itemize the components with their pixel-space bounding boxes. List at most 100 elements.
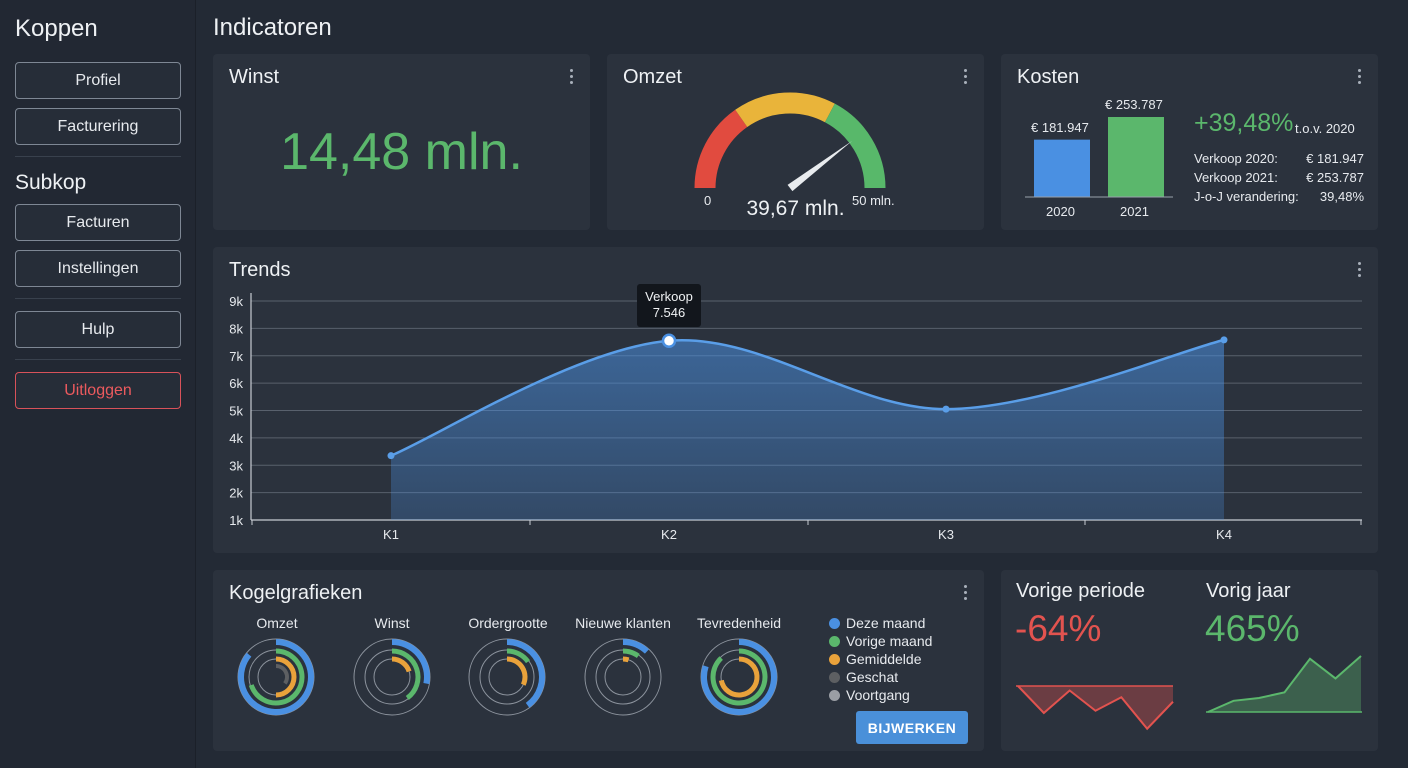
legend-dot [829, 672, 840, 683]
kosten-row: Verkoop 2021: € 253.787 [1194, 170, 1364, 185]
instellingen-button[interactable]: Instellingen [15, 250, 181, 287]
kosten-bar-value-2021: € 253.787 [1105, 97, 1163, 112]
gauge-max-label: 50 mln. [852, 193, 895, 208]
x-tick-label: K2 [661, 527, 677, 542]
legend-label: Geschat [846, 669, 899, 685]
trends-title: Trends [229, 259, 291, 281]
more-options-icon[interactable] [1352, 68, 1366, 86]
sidebar-divider [15, 156, 181, 157]
y-tick-label: 5k [229, 404, 243, 419]
vorig-jaar-sparkline-area [1208, 656, 1361, 712]
update-button[interactable]: BIJWERKEN [856, 711, 968, 744]
vorig-jaar-value: 465% [1205, 608, 1300, 649]
y-tick-label: 1k [229, 513, 243, 528]
kosten-row-value: € 181.947 [1306, 151, 1364, 166]
page-title: Indicatoren [213, 14, 332, 41]
bullet-arc-gemiddelde [275, 656, 297, 698]
omzet-gauge [694, 92, 886, 192]
kosten-change: +39,48% [1194, 109, 1294, 137]
more-options-icon[interactable] [564, 68, 578, 86]
sidebar-divider [15, 298, 181, 299]
kosten-row-label: Verkoop 2021: [1194, 170, 1278, 185]
y-tick-label: 6k [229, 376, 243, 391]
legend-label: Gemiddelde [846, 651, 922, 667]
legend-dot [829, 690, 840, 701]
legend-item: Geschat [829, 669, 898, 685]
kosten-bar-year-2021: 2021 [1120, 204, 1149, 219]
vorige-periode-sparkline-area [1018, 686, 1173, 729]
bullet-arc-gemiddelde [506, 656, 528, 686]
trend-point[interactable] [942, 405, 950, 413]
kosten-compare: t.o.v. 2020 [1295, 121, 1355, 136]
kosten-bar-2020 [1034, 139, 1090, 197]
y-tick-label: 2k [229, 486, 243, 501]
kosten-bar-value-2020: € 181.947 [1031, 119, 1089, 135]
x-tick-label: K3 [938, 527, 954, 542]
y-tick-label: 8k [229, 321, 243, 336]
vorige-periode-sparkline [1017, 685, 1174, 731]
bullet-arc-deze-maand [622, 639, 650, 654]
bullet-arc-vorige-maand [710, 648, 768, 706]
profiel-button[interactable]: Profiel [15, 62, 181, 99]
bullet-arc-geschat [275, 664, 289, 685]
y-tick-label: 3k [229, 458, 243, 473]
sidebar: Koppen Profiel Facturering Subkop Factur… [0, 0, 196, 768]
winst-card: Winst 14,48 mln. [213, 54, 590, 230]
y-tick-label: 4k [229, 431, 243, 446]
periodes-card: Vorige periode -64% Vorig jaar 465% [1001, 570, 1378, 751]
winst-title: Winst [229, 66, 279, 88]
facturen-button[interactable]: Facturen [15, 204, 181, 241]
tooltip-value: 7.546 [652, 305, 686, 320]
legend-item: Gemiddelde [829, 651, 922, 667]
vorige-periode-title: Vorige periode [1016, 580, 1145, 602]
kosten-title: Kosten [1017, 66, 1080, 88]
hulp-button[interactable]: Hulp [15, 311, 181, 348]
trend-point[interactable] [1220, 336, 1228, 344]
legend-label: Voortgang [846, 687, 910, 703]
bullet-label-ordergrootte: Ordergrootte [468, 615, 548, 631]
x-tick-label: K4 [1216, 527, 1232, 542]
gauge-segment-high [824, 103, 886, 189]
kosten-row-value: 39,48% [1319, 189, 1364, 204]
trend-tooltip: Verkoop 7.546 [637, 284, 701, 327]
sidebar-divider [15, 359, 181, 360]
trend-point[interactable] [387, 452, 395, 460]
trend-line [390, 338, 1225, 457]
omzet-card: Omzet 0 50 mln. 39,67 mln. [607, 54, 984, 230]
trend-point-highlight[interactable] [661, 333, 677, 349]
more-options-icon[interactable] [958, 584, 972, 602]
legend-item: Voortgang [829, 687, 910, 703]
more-options-icon[interactable] [958, 68, 972, 86]
trends-chart: 1k 2k 3k 4k 5k 6k 7k 8k 9k K1 K2 K3 K4 [229, 293, 1362, 542]
facturering-button[interactable]: Facturering [15, 108, 181, 145]
legend-item: Vorige maand [829, 633, 932, 649]
legend-dot [829, 654, 840, 665]
kosten-row-value: € 253.787 [1306, 170, 1364, 185]
bullet-arc-vorige-maand [506, 648, 531, 664]
gauge-min-label: 0 [704, 193, 712, 208]
legend-label: Deze maand [846, 615, 926, 631]
bullet-arc-vorige-maand [391, 648, 421, 701]
kogelgrafieken-title: Kogelgrafieken [229, 582, 363, 604]
legend-label: Vorige maand [846, 633, 933, 649]
bullet-label-nieuwe-klanten: Nieuwe klanten [575, 615, 671, 631]
winst-value: 14,48 mln. [280, 123, 523, 181]
sidebar-subtitle: Subkop [15, 171, 87, 194]
vorig-jaar-sparkline [1207, 655, 1362, 713]
kosten-bar-year-2020: 2020 [1046, 204, 1075, 219]
bullet-arc-gemiddelde [391, 656, 412, 673]
bullet-arc-deze-maand [506, 639, 545, 708]
gauge-needle [787, 140, 853, 192]
kosten-card: Kosten € 181.947 € 253.787 2020 2021 +39… [1001, 54, 1378, 230]
kosten-row-label: J-o-J verandering: [1194, 189, 1299, 204]
y-tick-label: 9k [229, 294, 243, 309]
gauge-segment-mid [735, 92, 835, 128]
bullet-arc-gemiddelde [622, 656, 630, 663]
kogelgrafieken-card: Kogelgrafieken Omzet Winst Ordergrootte … [213, 570, 984, 751]
y-tick-label: 7k [229, 349, 243, 364]
bullet-track [604, 658, 642, 696]
bullet-label-omzet: Omzet [256, 615, 298, 631]
bullet-arc-deze-maand [701, 639, 777, 715]
more-options-icon[interactable] [1352, 261, 1366, 279]
logout-button[interactable]: Uitloggen [15, 372, 181, 409]
